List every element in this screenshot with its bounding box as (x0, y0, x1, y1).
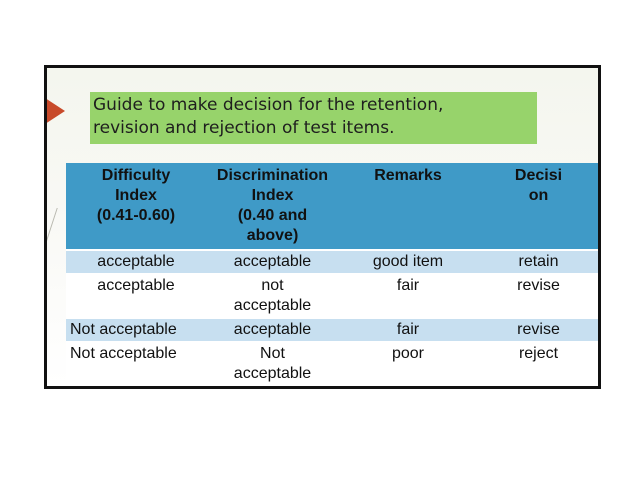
header-text: Decisi (514, 167, 563, 184)
cell-decision: retain (477, 249, 598, 274)
cell-text: not (261, 277, 284, 294)
slide-title-line-2: revision and rejection of test items. (93, 118, 395, 138)
slide-title-line-1: Guide to make decision for the retention… (93, 95, 444, 115)
cell-difficulty: acceptable (66, 249, 206, 274)
table-row: Not acceptable Not acceptable poor rejec… (66, 341, 598, 385)
header-text: on (528, 187, 549, 204)
table-row: Not acceptable acceptable fair revise (66, 317, 598, 342)
cell-discrimination: not acceptable (206, 273, 339, 318)
cell-discrimination: Not acceptable (206, 341, 339, 385)
header-text: Index (115, 187, 157, 204)
cell-difficulty: Not acceptable (66, 341, 206, 385)
cell-decision: revise (477, 273, 598, 318)
header-decision: Decisi on (477, 163, 598, 250)
header-text: Discrimination (216, 167, 329, 184)
bullet-marker-icon (47, 98, 65, 124)
header-text: Remarks (374, 167, 442, 184)
slide: Guide to make decision for the retention… (44, 65, 601, 389)
header-difficulty-index: Difficulty Index (0.41-0.60) (66, 163, 206, 250)
cell-text: Not (260, 345, 285, 362)
cell-difficulty: acceptable (66, 273, 206, 318)
cell-difficulty: Not acceptable (66, 317, 206, 342)
table-row: acceptable acceptable good item retain (66, 249, 598, 274)
table-row: acceptable not acceptable fair revise (66, 273, 598, 318)
header-text: (0.41-0.60) (96, 207, 176, 224)
header-text: Index (251, 187, 294, 204)
slide-title-box: Guide to make decision for the retention… (90, 92, 537, 144)
cell-text: acceptable (233, 365, 312, 382)
cell-decision: revise (477, 317, 598, 342)
header-remarks: Remarks (339, 163, 477, 250)
cell-remarks: fair (339, 273, 477, 318)
table-header-row: Difficulty Index (0.41-0.60) Discriminat… (66, 163, 598, 250)
cell-remarks: fair (339, 317, 477, 342)
cell-decision: reject (477, 341, 598, 385)
cell-discrimination: acceptable (206, 317, 339, 342)
cell-text: acceptable (233, 297, 312, 314)
decision-guide-table: Difficulty Index (0.41-0.60) Discriminat… (66, 163, 598, 385)
header-discrimination-index: Discrimination Index (0.40 and above) (206, 163, 339, 250)
cell-remarks: poor (339, 341, 477, 385)
cell-remarks: good item (339, 249, 477, 274)
header-text: (0.40 and above) (237, 207, 308, 244)
header-text: Difficulty (101, 167, 171, 184)
cell-discrimination: acceptable (206, 249, 339, 274)
